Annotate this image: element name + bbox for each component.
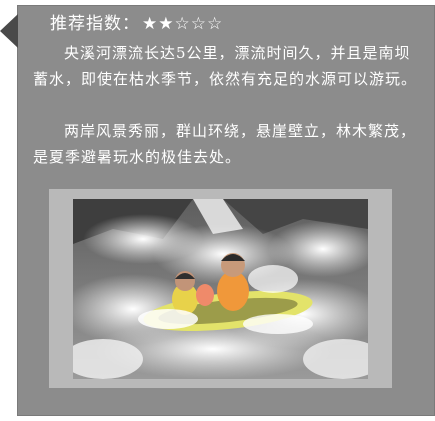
rating-label: 推荐指数： (50, 14, 140, 34)
description-paragraph-1: 央溪河漂流长达5公里，漂流时间久，并且是南坝蓄水，即使在枯水季节，依然有充足的水… (33, 44, 418, 88)
left-pointer-notch (0, 14, 18, 48)
rating-line: 推荐指数： ★★☆☆☆ (50, 9, 223, 34)
rafting-photo-illustration (73, 199, 368, 379)
photo-frame (49, 189, 392, 388)
star-rating-icon: ★★☆☆☆ (142, 14, 224, 34)
description-paragraph-2: 两岸风景秀丽，群山环绕，悬崖壁立，林木繁茂，是夏季避暑玩水的极佳去处。 (33, 122, 417, 166)
notch-cover (0, 0, 17, 14)
rafting-photo (73, 199, 368, 379)
